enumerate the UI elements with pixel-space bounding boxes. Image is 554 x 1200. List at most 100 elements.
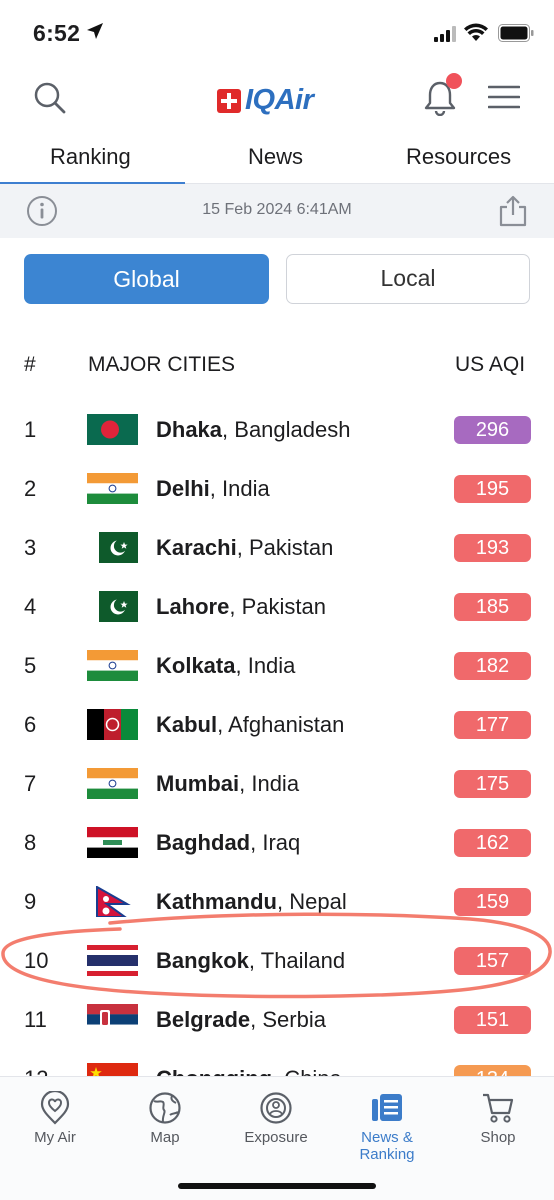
city-name: Kathmandu, Nepal <box>156 889 347 915</box>
city-name: Bangkok, Thailand <box>156 948 345 974</box>
cellular-signal-icon <box>434 26 456 42</box>
ranking-row[interactable]: 4 Lahore, Pakistan 185 <box>0 577 554 636</box>
ranking-row[interactable]: 10 Bangkok, Thailand 157 <box>0 931 554 990</box>
ranking-row[interactable]: 12 Chongqing, China 134 <box>0 1049 554 1076</box>
aqi-badge: 162 <box>454 829 531 857</box>
bottom-tab-bar: My Air Map Exposure News & Ranking Shop <box>0 1076 554 1200</box>
thailand-flag-icon <box>87 945 138 976</box>
nav-label: Map <box>150 1129 180 1146</box>
nav-label: My Air <box>34 1129 76 1146</box>
location-arrow-icon <box>87 23 103 39</box>
country: , Iraq <box>250 830 301 855</box>
logo-text: IQAir <box>245 84 314 116</box>
global-toggle-button[interactable]: Global <box>24 254 269 304</box>
ranking-row[interactable]: 7 Mumbai, India 175 <box>0 754 554 813</box>
city-name: Kolkata, India <box>156 653 295 679</box>
city: Kolkata <box>156 653 236 678</box>
city-name: Karachi, Pakistan <box>156 535 333 561</box>
city: Mumbai <box>156 771 240 796</box>
top-tabs: Ranking News Resources <box>0 140 554 185</box>
pakistan-flag-icon <box>87 532 138 563</box>
city: Baghdad <box>156 830 251 855</box>
city-name: Mumbai, India <box>156 771 299 797</box>
nav-news-ranking[interactable]: News & Ranking <box>332 1091 442 1163</box>
wifi-icon <box>464 23 488 41</box>
city-name: Baghdad, Iraq <box>156 830 300 856</box>
tab-resources[interactable]: Resources <box>406 144 512 169</box>
rank-number: 3 <box>24 535 37 560</box>
country: , Pakistan <box>229 594 326 619</box>
ranking-row[interactable]: 1 Dhaka, Bangladesh 296 <box>0 400 554 459</box>
aqi-badge: 177 <box>454 711 531 739</box>
nav-label: Shop <box>480 1129 516 1146</box>
status-bar: 6:52 <box>0 0 554 66</box>
city: Chongqing <box>156 1066 272 1076</box>
ranking-row[interactable]: 11 Belgrade, Serbia 151 <box>0 990 554 1049</box>
nav-exposure[interactable]: Exposure <box>221 1091 331 1146</box>
rank-number: 5 <box>24 653 37 678</box>
active-tab-indicator <box>0 182 185 185</box>
rank-number: 12 <box>24 1066 48 1076</box>
tab-news[interactable]: News <box>248 144 304 169</box>
hamburger-menu-icon[interactable] <box>488 85 520 109</box>
iraq-flag-icon <box>87 827 138 858</box>
nav-map[interactable]: Map <box>110 1091 220 1146</box>
city-name: Delhi, India <box>156 476 270 502</box>
city-name: Lahore, Pakistan <box>156 594 326 620</box>
globe-icon <box>149 1092 181 1124</box>
aqi-badge: 195 <box>454 475 531 503</box>
status-time: 6:52 <box>33 20 81 46</box>
city-name: Kabul, Afghanistan <box>156 712 344 738</box>
country: , Pakistan <box>236 535 334 560</box>
city: Dhaka <box>156 417 223 442</box>
ranking-row[interactable]: 6 Kabul, Afghanistan 177 <box>0 695 554 754</box>
rank-number: 2 <box>24 476 37 501</box>
ranking-row[interactable]: 9 Kathmandu, Nepal 159 <box>0 872 554 931</box>
india-flag-icon <box>87 473 138 504</box>
ranking-row[interactable]: 8 Baghdad, Iraq 162 <box>0 813 554 872</box>
search-icon[interactable] <box>32 80 68 116</box>
ranking-row[interactable]: 3 Karachi, Pakistan 193 <box>0 518 554 577</box>
aqi-badge: 193 <box>454 534 531 562</box>
city-name: Belgrade, Serbia <box>156 1007 326 1033</box>
country: , India <box>239 771 300 796</box>
exposure-icon <box>260 1092 292 1124</box>
rank-column-header: # <box>24 353 36 376</box>
ranking-row[interactable]: 2 Delhi, India 195 <box>0 459 554 518</box>
share-icon[interactable] <box>498 195 528 227</box>
info-bar: 15 Feb 2024 6:41AM <box>0 184 554 238</box>
city-ranking-list: 1 Dhaka, Bangladesh 296 2 Delhi, India 195 3 Ka… <box>0 400 554 1076</box>
rank-number: 10 <box>24 948 49 973</box>
nav-label: Exposure <box>244 1129 308 1146</box>
last-updated-timestamp: 15 Feb 2024 6:41AM <box>202 201 352 218</box>
afghanistan-flag-icon <box>87 709 138 740</box>
info-icon[interactable] <box>26 195 58 227</box>
aqi-badge: 134 <box>454 1065 531 1076</box>
nav-my-air[interactable]: My Air <box>0 1091 110 1146</box>
india-flag-icon <box>87 650 138 681</box>
aqi-badge: 157 <box>454 947 531 975</box>
home-indicator <box>178 1183 376 1189</box>
nav-label: News & Ranking <box>359 1129 415 1163</box>
swiss-cross-icon <box>217 88 241 113</box>
rank-number: 4 <box>24 594 37 619</box>
country: , Bangladesh <box>222 417 351 442</box>
city-column-header: MAJOR CITIES <box>88 353 236 376</box>
rank-number: 8 <box>24 830 37 855</box>
aqi-badge: 182 <box>454 652 531 680</box>
nepal-flag-icon <box>96 886 131 917</box>
tab-ranking[interactable]: Ranking <box>50 144 131 169</box>
bangladesh-flag-icon <box>87 414 138 445</box>
aqi-column-header[interactable]: US AQI <box>455 353 526 376</box>
app-header: IQAir <box>0 66 554 130</box>
cart-icon <box>483 1093 514 1123</box>
city: Belgrade <box>156 1007 251 1032</box>
country: , Nepal <box>277 889 347 914</box>
country: , Thailand <box>248 948 346 973</box>
rank-number: 6 <box>24 712 37 737</box>
nav-shop[interactable]: Shop <box>443 1091 553 1146</box>
ranking-row[interactable]: 5 Kolkata, India 182 <box>0 636 554 695</box>
city: Bangkok <box>156 948 249 973</box>
local-toggle-button[interactable]: Local <box>286 254 530 304</box>
rank-number: 11 <box>24 1007 47 1032</box>
